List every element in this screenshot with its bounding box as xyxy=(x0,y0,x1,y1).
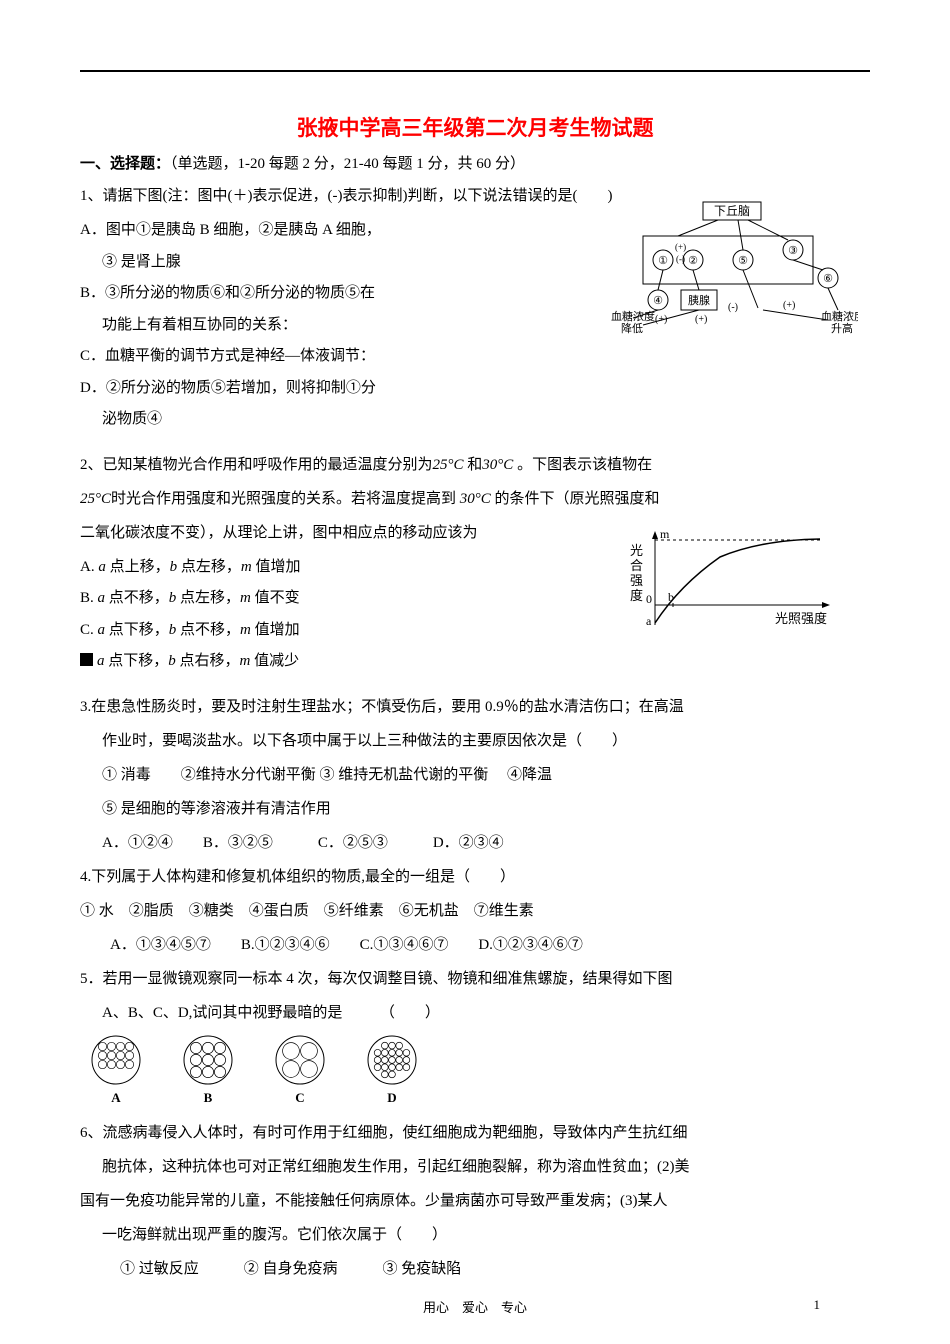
section-heading: 一、选择题：（单选题，1-20 每题 2 分，21-40 每题 1 分，共 60… xyxy=(80,152,870,173)
q2-stem-line1: 2、已知某植物光合作用和呼吸作用的最适温度分别为25°C 和30°C 。下图表示… xyxy=(80,450,870,480)
circle-4: ④ xyxy=(653,295,663,307)
xlabel: 光照强度 xyxy=(775,611,827,626)
q4-choices: A．①③④⑤⑦ B.①②③④⑥ C.①③④⑥⑦ D.①②③④⑥⑦ xyxy=(80,930,870,960)
q6-l4: 一吃海鲜就出现严重的腹泻。它们依次属于（ ） xyxy=(80,1220,870,1250)
q1-d-cont: 泌物质④ xyxy=(80,404,870,436)
label-low: 血糖浓度 xyxy=(611,309,655,323)
svg-text:升高: 升高 xyxy=(831,321,853,335)
filled-marker-icon xyxy=(80,653,93,666)
ylabel: 光 xyxy=(630,543,643,558)
q6-l3: 国有一免疫功能异常的儿童，不能接触任何病原体。少量病菌亦可导致严重发病；(3)某… xyxy=(80,1186,870,1216)
q3-stem-1: 3.在患急性肠炎时，要及时注射生理盐水；不慎受伤后，要用 0.9％的盐水清洁伤口… xyxy=(80,692,870,722)
page: 张掖中学高三年级第二次月考生物试题 一、选择题：（单选题，1-20 每题 2 分… xyxy=(0,0,950,1344)
label-zero: 0 xyxy=(646,592,652,606)
q1-c: C．血糖平衡的调节方式是神经—体液调节： xyxy=(80,341,870,373)
microscope-views: ABCD xyxy=(80,1034,870,1106)
q1-d: D．②所分泌的物质⑤若增加，则将抑制①分 xyxy=(80,373,870,405)
svg-text:降低: 降低 xyxy=(621,321,643,335)
circle-6: ⑥ xyxy=(823,273,833,285)
q3-sub-2: ⑤ 是细胞的等渗溶液并有清洁作用 xyxy=(80,794,870,824)
label-b: b xyxy=(668,590,674,604)
q6-l2: 胞抗体，这种抗体也可对正常红细胞发生作用，引起红细胞裂解，称为溶血性贫血；(2)… xyxy=(80,1152,870,1182)
q5-stem-2: A、B、C、D,试问其中视野最暗的是 （ ） xyxy=(80,998,870,1028)
circle-5: ⑤ xyxy=(738,255,748,267)
q4-stem: 4.下列属于人体构建和修复机体组织的物质,最全的一组是（ ） xyxy=(80,862,870,892)
top-rule xyxy=(80,70,870,72)
svg-text:合: 合 xyxy=(630,558,643,573)
chart-photosynthesis: 光 合 强 度 m 0 b a 光照强度 xyxy=(620,525,840,645)
label-pancreas: 胰腺 xyxy=(688,293,710,307)
section-label: 一、选择题： xyxy=(80,156,170,172)
label-high: 血糖浓度 xyxy=(821,309,858,323)
q4-items: ① 水 ②脂质 ③糖类 ④蛋白质 ⑤纤维素 ⑥无机盐 ⑦维生素 xyxy=(80,896,870,926)
label-hypothalamus: 下丘脑 xyxy=(714,204,750,218)
microscope-view-A: A xyxy=(90,1034,142,1106)
q6-opts: ① 过敏反应 ② 自身免疫病 ③ 免疫缺陷 xyxy=(80,1254,870,1284)
circle-2: ② xyxy=(688,255,698,267)
exam-title: 张掖中学高三年级第二次月考生物试题 xyxy=(80,112,870,142)
q2-stem-line2: 25°C时光合作用强度和光照强度的关系。若将温度提高到 30°C 的条件下（原光… xyxy=(80,484,870,514)
label-a: a xyxy=(646,614,652,628)
section-detail: （单选题，1-20 每题 2 分，21-40 每题 1 分，共 60 分） xyxy=(170,156,525,172)
diagram-hypothalamus: 下丘脑 ① ② ⑤ ③ (-) (+) ④ 胰腺 ⑥ (+) (+) (-) (… xyxy=(603,200,858,340)
microscope-view-C: C xyxy=(274,1034,326,1106)
microscope-view-D: D xyxy=(366,1034,418,1106)
page-footer: 用心 爱心 专心 1 xyxy=(0,1297,950,1316)
circle-3: ③ xyxy=(788,245,798,257)
q3-stem-2: 作业时，要喝淡盐水。以下各项中属于以上三种做法的主要原因依次是（ ） xyxy=(80,726,870,756)
svg-text:(+): (+) xyxy=(783,300,795,311)
label-m: m xyxy=(660,527,670,541)
q5-stem-1: 5．若用一显微镜观察同一标本 4 次，每次仅调整目镜、物镜和细准焦螺旋，结果得如… xyxy=(80,964,870,994)
q2-d: a 点下移，b 点右移，m 值减少 xyxy=(80,646,870,678)
svg-text:(-): (-) xyxy=(728,302,738,313)
footer-text: 用心 爱心 专心 xyxy=(423,1300,527,1315)
svg-text:(+): (+) xyxy=(695,314,707,325)
q3-sub-1: ① 消毒 ②维持水分代谢平衡 ③ 维持无机盐代谢的平衡 ④降温 xyxy=(80,760,870,790)
svg-text:度: 度 xyxy=(630,588,643,603)
q3-choices: A．①②④ B．③②⑤ C．②⑤③ D．②③④ xyxy=(80,828,870,858)
svg-text:(-): (-) xyxy=(676,254,685,264)
q6-l1: 6、流感病毒侵入人体时，有时可作用于红细胞，使红细胞成为靶细胞，导致体内产生抗红… xyxy=(80,1118,870,1148)
microscope-view-B: B xyxy=(182,1034,234,1106)
page-number: 1 xyxy=(814,1297,821,1313)
svg-text:(+): (+) xyxy=(675,242,686,252)
svg-text:强: 强 xyxy=(630,573,643,588)
circle-1: ① xyxy=(658,255,668,267)
